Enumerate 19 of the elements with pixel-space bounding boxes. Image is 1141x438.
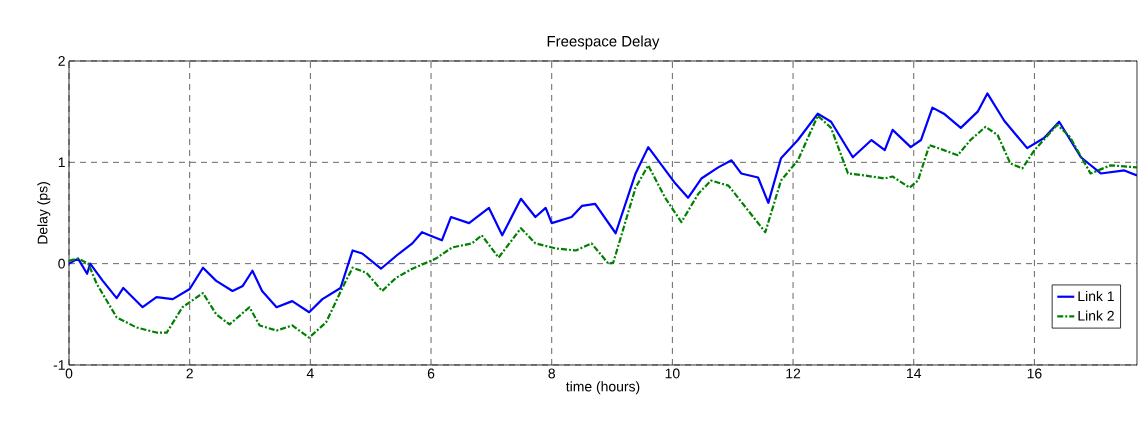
x-tick-label: 12 [786,368,801,379]
x-axis-title: time (hours) [566,381,640,395]
x-tick-label: 10 [665,368,680,379]
chart-title: Freespace Delay [547,35,660,50]
x-tick-label: 0 [65,368,73,379]
x-tick-label: 4 [306,368,314,379]
legend-label: Link 1 [1078,290,1114,302]
line-series [69,114,1137,339]
x-tick-label: 8 [548,368,555,379]
y-axis-title: Delay (ps) [37,182,51,244]
x-tick-label: 2 [186,368,193,379]
y-tick-label: -1 [53,360,65,370]
x-tick-label: 16 [1027,368,1042,379]
y-tick-label: 2 [58,56,65,66]
x-tick-label: 6 [427,368,435,379]
legend-label: Link 2 [1078,310,1114,321]
y-tick-label: 0 [58,258,65,269]
y-tick-label: 1 [58,157,65,168]
x-tick-label: 14 [907,368,922,379]
